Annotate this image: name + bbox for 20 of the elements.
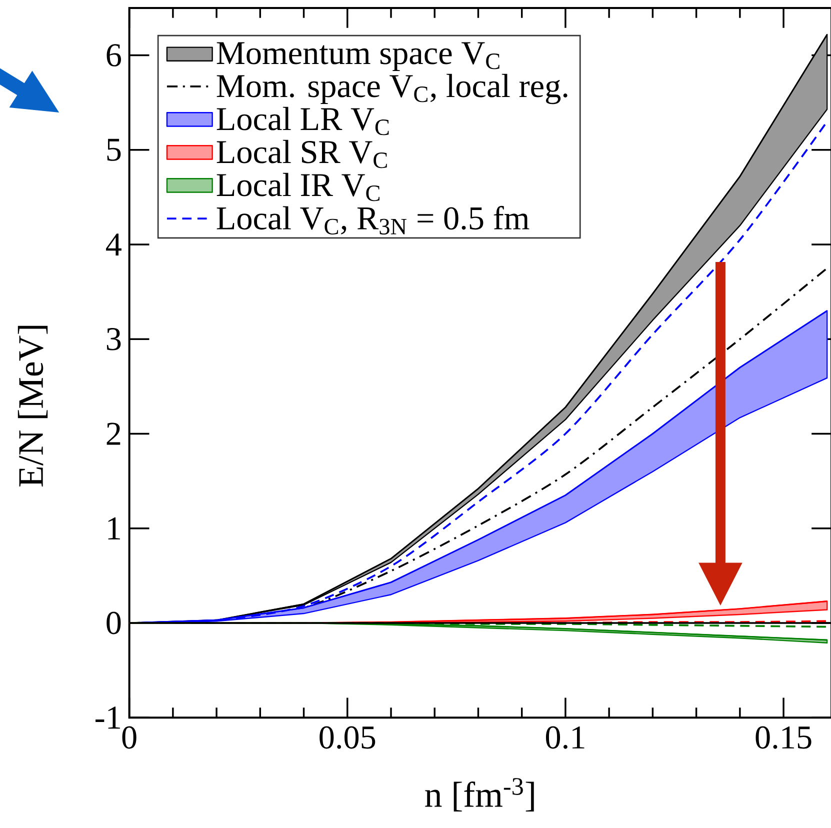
x-tick-label: 0.05	[320, 726, 376, 750]
x-axis-title: n [fm$^{-3}$]	[425, 778, 534, 812]
y-tick-label: 2	[106, 422, 120, 445]
x-tick-label: 0	[122, 726, 136, 749]
legend-label: Local V$_{C}$, R$_{3N}$ = 0.5 fm	[216, 206, 530, 235]
y-tick-label: 6	[106, 44, 121, 67]
y-tick-label: 4	[106, 234, 122, 256]
y-tick-label: 3	[106, 328, 121, 350]
x-tick-label: 0.1	[546, 726, 584, 750]
legend-label: Mom. space V$_{C}$, local reg.	[216, 74, 568, 104]
legend-label: Local IR V$_{C}$	[216, 173, 380, 202]
y-tick-label: -1	[96, 706, 120, 729]
y-tick-label: 5	[107, 139, 121, 162]
y-tick-label: 1	[108, 518, 120, 540]
legend-label: Local LR V$_{C}$	[216, 107, 389, 136]
y-tick-label: 0	[106, 612, 121, 634]
legend-label: Local SR V$_{C}$	[216, 140, 387, 168]
legend-label: Momentum space V$_{C}$	[216, 42, 500, 72]
y-axis-title: E/N [MeV]	[18, 326, 48, 487]
x-tick-label: 0.15	[756, 726, 812, 750]
